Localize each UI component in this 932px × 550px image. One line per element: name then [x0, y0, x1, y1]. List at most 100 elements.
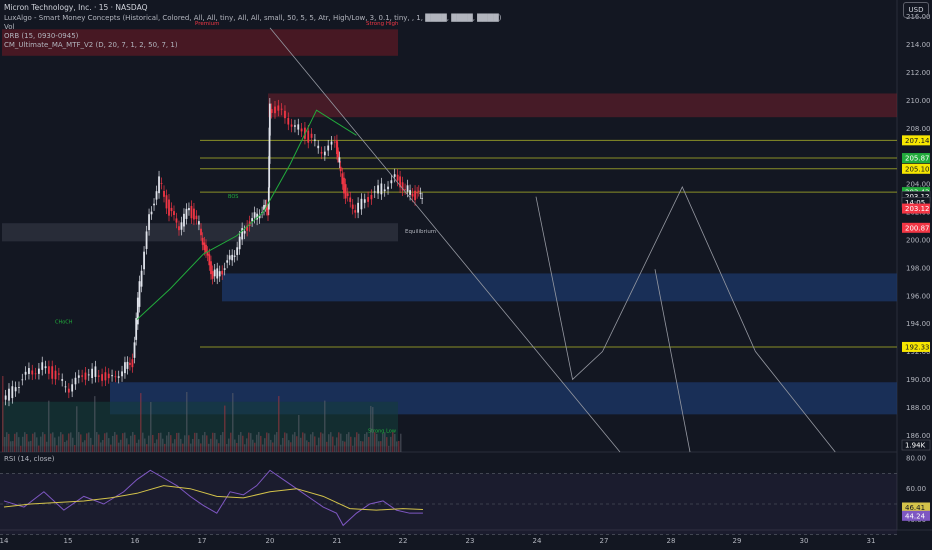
volume-bar [48, 400, 50, 452]
volume-bar [386, 437, 388, 452]
zone-premium-0 [2, 29, 398, 56]
candle-body [411, 193, 414, 197]
volume-bar [238, 434, 240, 452]
candle-body [188, 208, 190, 211]
volume-bar [130, 435, 132, 452]
indicator-ma[interactable]: CM_Ultimate_MA_MTF_V2 (D, 20, 7, 1, 2, 5… [4, 41, 178, 49]
volume-bar [284, 432, 286, 452]
volume-bar [14, 433, 16, 452]
candle-body [287, 118, 290, 125]
currency-button[interactable]: USD [903, 2, 929, 18]
price-badge-text-8: 192.33 [905, 343, 930, 351]
volume-bar [24, 432, 26, 452]
zone-supply-1 [268, 93, 897, 118]
volume-bar [84, 440, 86, 452]
volume-bar [342, 440, 344, 452]
volume-bar [140, 393, 142, 452]
volume-bar [320, 432, 322, 452]
candle-body [145, 231, 148, 249]
candle-body [180, 222, 183, 230]
candle-body [243, 231, 246, 234]
candle-body [163, 190, 165, 197]
candle-body [310, 133, 313, 138]
volume-bar [248, 432, 250, 452]
candle-body [21, 379, 24, 381]
candle-body [236, 247, 239, 255]
volume-bar [162, 438, 164, 452]
candle-body [417, 190, 420, 192]
volume-bar [72, 437, 74, 452]
candle-body [327, 145, 330, 151]
volume-bar [308, 442, 310, 452]
indicator-volume[interactable]: Vol [4, 23, 15, 31]
candle-body [267, 187, 270, 210]
candle-body [238, 236, 241, 250]
volume-bar [68, 433, 70, 452]
zone-equilibrium-2 [2, 223, 398, 242]
candle-body [131, 359, 134, 368]
volume-bar [150, 402, 152, 452]
volume-bar [38, 445, 40, 452]
rsi-legend[interactable]: RSI (14, close) [4, 455, 55, 463]
price-tick-196: 196.00 [906, 292, 931, 300]
volume-bar [22, 436, 24, 452]
price-badge-text-0: 207.14 [905, 137, 930, 145]
time-tick-20: 20 [266, 537, 275, 545]
indicator-orb[interactable]: ORB (15, 0930-0945) [4, 32, 79, 40]
candle-body [258, 214, 261, 219]
candle-body [265, 205, 268, 210]
price-tick-212: 212.00 [906, 69, 931, 77]
candle-body [74, 377, 77, 385]
candle-body [313, 139, 316, 141]
volume-bar [2, 376, 4, 452]
candle-body [233, 255, 236, 257]
candle-body [268, 103, 271, 136]
candle-body [216, 268, 219, 279]
volume-bar [200, 443, 202, 452]
price-tick-214: 214.00 [906, 41, 931, 49]
volume-bar [358, 433, 360, 452]
volume-bar [300, 437, 302, 452]
price-badge-text-6: 203.12 [905, 205, 930, 213]
volume-bar [196, 432, 198, 452]
volume-bar [100, 442, 102, 452]
candle-body [136, 297, 139, 325]
volume-bar [198, 439, 200, 452]
time-tick-23: 23 [466, 537, 475, 545]
candle-body [336, 140, 338, 155]
volume-bar [244, 444, 246, 452]
volume-bar [378, 441, 380, 452]
volume-bar [344, 441, 346, 452]
candle-body [290, 124, 293, 127]
price-tick-186: 186.00 [906, 432, 931, 440]
candle-body [67, 388, 70, 393]
candle-body [129, 362, 131, 365]
volume-bar [76, 406, 78, 452]
volume-bar [218, 443, 220, 452]
candle-body [373, 191, 376, 193]
volume-bar [348, 432, 350, 452]
symbol-title[interactable]: Micron Technology, Inc. · 15 · NASDAQ [4, 3, 148, 12]
volume-bar [186, 392, 188, 452]
candle-body [57, 373, 60, 375]
volume-bar [30, 440, 32, 452]
candle-body [71, 384, 74, 392]
label-strong-high: Strong High [366, 21, 399, 27]
candle-body [160, 183, 163, 184]
candle-body [143, 251, 145, 270]
candle-body [263, 205, 265, 210]
volume-bar [236, 442, 238, 452]
rsi-ma-line [3, 485, 423, 511]
volume-bar [350, 436, 352, 452]
volume-bar [152, 434, 154, 452]
candle-body [77, 375, 80, 378]
volume-bar [4, 436, 6, 452]
candle-body [323, 151, 326, 156]
candle-body [241, 228, 244, 240]
volume-bar [26, 434, 28, 452]
indicator-smc[interactable]: LuxAlgo - Smart Money Concepts (Historic… [4, 14, 502, 22]
volume-bar [366, 432, 368, 452]
rsi-badge-text-1: 44.24 [905, 512, 926, 520]
candle-body [185, 208, 188, 219]
